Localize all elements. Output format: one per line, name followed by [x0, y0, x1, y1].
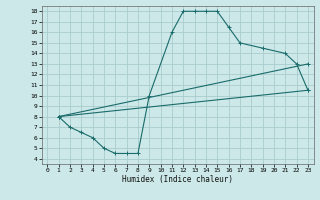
X-axis label: Humidex (Indice chaleur): Humidex (Indice chaleur) [122, 175, 233, 184]
